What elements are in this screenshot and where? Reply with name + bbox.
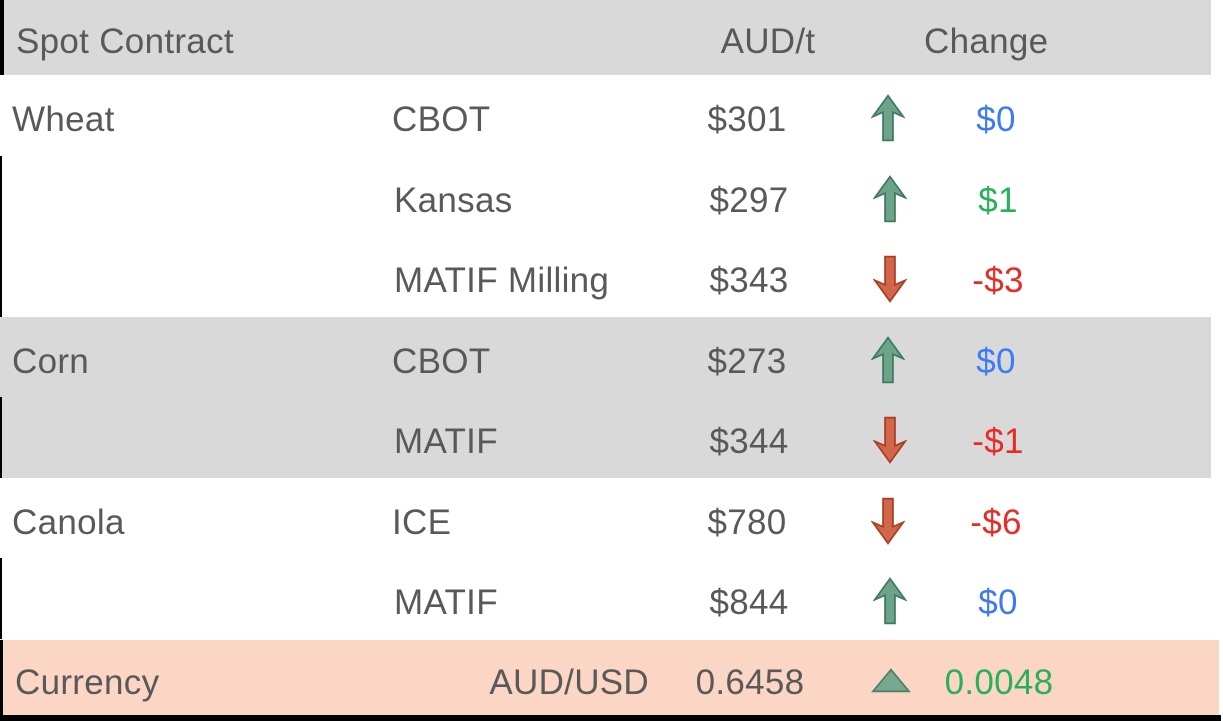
table-bottom-border [0,715,1221,721]
down-arrow-icon [873,255,907,304]
change-value: -$1 [972,422,1024,462]
up-arrow-icon [871,335,905,384]
up-arrow-icon [873,174,907,223]
price-value: $844 [709,583,789,623]
header-price-unit: AUD/t [720,21,816,61]
currency-rate-value: 0.6458 [695,662,805,702]
change-direction-cell [871,87,905,143]
header-spacer [396,34,658,42]
currency-row: Currency AUD/USD 0.6458 0.0048 [0,640,1219,715]
currency-label: Currency [15,662,160,702]
change-value: $0 [976,100,1016,140]
price-value: $344 [709,422,789,462]
change-value: -$6 [970,502,1022,542]
exchange-label: MATIF [394,583,498,623]
exchange-label: CBOT [392,341,491,381]
up-arrow-icon [873,577,907,625]
currency-pair-label: AUD/USD [489,662,649,702]
price-value: $343 [709,261,789,301]
change-value: $0 [976,341,1016,381]
exchange-label: Kansas [394,180,513,220]
commodity-label [2,432,394,442]
table-body: Wheat CBOT $301 $0 Kansas $297 $1 MATIF Milling… [0,75,1223,639]
table-row: Kansas $297 $1 [0,155,1211,236]
commodity-label [2,271,394,281]
price-value: $301 [707,100,787,140]
header-spot-contract: Spot Contract [16,21,234,61]
change-direction-cell [873,409,907,465]
table-row: Corn CBOT $273 $0 [0,316,1211,397]
table-row: Wheat CBOT $301 $0 [0,75,1211,156]
table-row: MATIF $344 -$1 [0,397,1211,478]
change-value: -$3 [972,261,1024,301]
down-arrow-icon [871,497,905,545]
change-direction-cell [873,570,907,626]
change-direction-cell [873,168,907,224]
header-change: Change [924,21,1049,61]
change-direction-cell [871,490,905,546]
change-direction-cell [873,248,907,304]
currency-change-value: 0.0048 [944,662,1054,702]
down-arrow-icon [873,416,907,465]
commodity-label [2,191,394,201]
table-row: MATIF Milling $343 -$3 [0,236,1211,317]
exchange-label: MATIF Milling [394,261,610,301]
commodity-label: Canola [12,502,125,542]
exchange-label: CBOT [392,100,491,140]
change-value: $1 [978,180,1018,220]
up-triangle-icon [870,661,912,694]
exchange-label: MATIF [394,422,498,462]
table-header: Spot Contract AUD/t Change [0,0,1211,75]
table-row: Canola ICE $780 -$6 [0,477,1211,558]
up-arrow-icon [871,94,905,142]
change-value: $0 [978,583,1018,623]
table-row: MATIF $844 $0 [0,558,1211,639]
commodity-label: Wheat [12,100,115,140]
price-value: $273 [707,341,787,381]
price-value: $780 [707,502,787,542]
up-triangle-glyph [871,668,911,693]
change-direction-cell [871,329,905,385]
commodity-label [2,593,394,603]
commodity-label: Corn [12,341,90,381]
exchange-label: ICE [392,502,452,542]
price-value: $297 [709,180,789,220]
